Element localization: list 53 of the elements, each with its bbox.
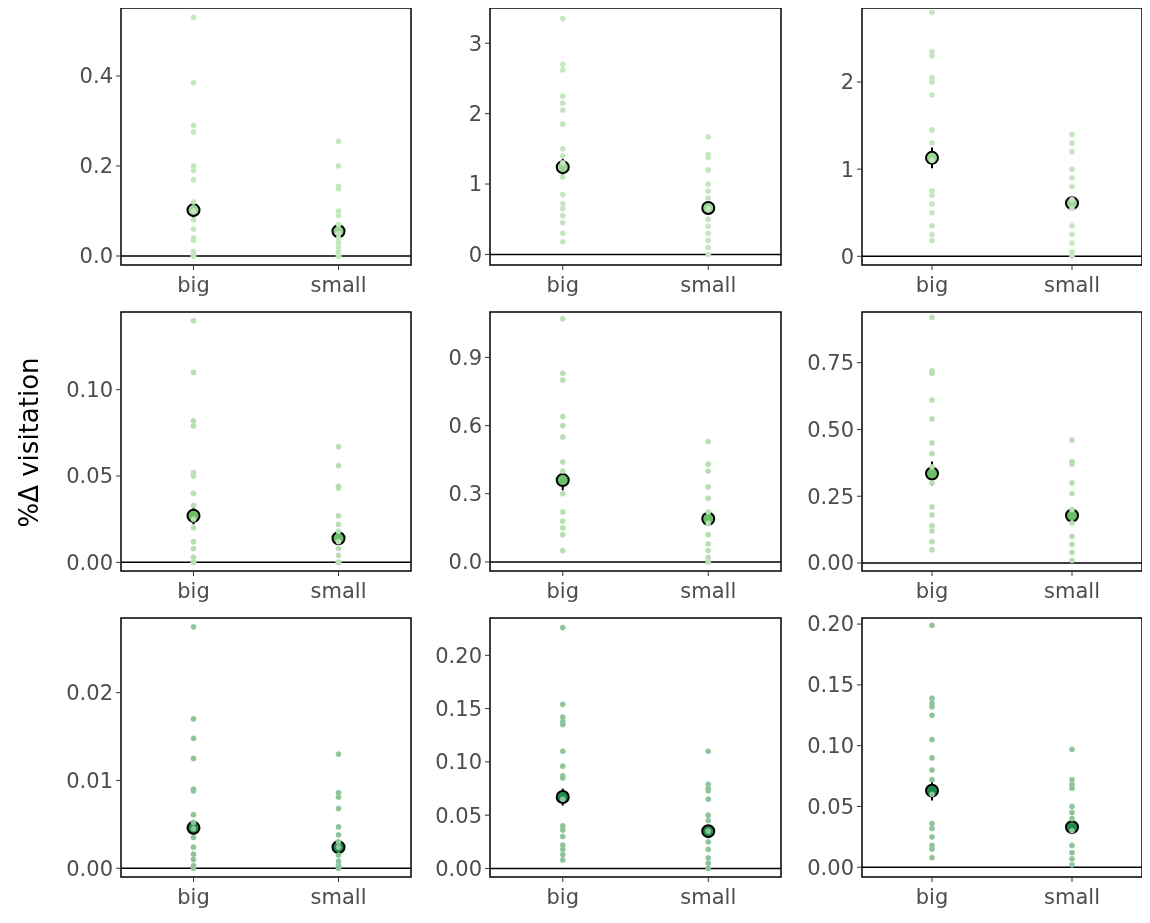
x-tick-label: small (680, 273, 737, 297)
x-tick-label: small (310, 273, 367, 297)
y-tick-label: 0.9 (448, 345, 482, 370)
y-tick-label: 0.05 (807, 794, 854, 819)
y-tick-label: 0.20 (435, 643, 482, 668)
y-tick-label: 0.00 (435, 856, 482, 881)
x-tick-label: big (915, 273, 949, 297)
y-tick-label: 1 (468, 172, 482, 197)
x-tick-label: big (915, 885, 949, 909)
x-tick-label: small (1044, 579, 1100, 603)
y-axis-title: %Δ visitation (14, 357, 44, 528)
y-tick-label: 0.6 (448, 413, 482, 438)
x-tick-label: small (310, 579, 367, 603)
y-tick-label: 0.75 (807, 351, 854, 376)
y-tick-label: 0.0 (79, 244, 113, 269)
y-tick-label: 0.3 (448, 482, 482, 507)
y-tick-label: 0.50 (807, 417, 854, 442)
x-tick-label: big (177, 885, 210, 909)
x-tick-label: big (177, 273, 210, 297)
y-tick-label: 0.00 (66, 550, 113, 575)
x-tick-label: big (915, 579, 949, 603)
y-tick-label: 0.01 (66, 768, 113, 793)
y-tick-label: 3 (468, 31, 482, 56)
y-tick-label: 0.10 (435, 750, 482, 775)
x-tick-label: small (1044, 273, 1100, 297)
y-tick-label: 0.2 (79, 154, 113, 179)
y-tick-label: 2 (840, 70, 854, 95)
x-tick-label: big (177, 579, 210, 603)
y-tick-label: 0.05 (435, 803, 482, 828)
y-tick-label: 0.02 (66, 680, 113, 705)
y-tick-label: 0.10 (807, 734, 854, 759)
y-tick-label: 0 (840, 244, 854, 269)
x-tick-label: small (680, 885, 737, 909)
y-tick-label: 0.20 (807, 612, 854, 637)
y-tick-label: 2 (468, 101, 482, 126)
x-tick-label: small (680, 579, 737, 603)
y-tick-label: 0.00 (807, 855, 854, 880)
y-tick-label: 0.00 (807, 551, 854, 576)
y-tick-label: 0.15 (435, 696, 482, 721)
x-tick-label: big (546, 579, 579, 603)
y-tick-label: 0.10 (66, 378, 113, 403)
x-tick-label: big (546, 273, 579, 297)
y-tick-label: 0 (468, 242, 482, 267)
x-tick-label: big (546, 885, 579, 909)
x-tick-label: small (310, 885, 367, 909)
x-tick-label: small (1044, 885, 1100, 909)
y-tick-label: 0.0 (448, 550, 482, 575)
y-tick-label: 0.4 (79, 64, 113, 89)
y-tick-label: 0.25 (807, 484, 854, 509)
y-tick-label: 0.00 (66, 856, 113, 881)
y-tick-label: 0.15 (807, 673, 854, 698)
y-tick-label: 0.05 (66, 464, 113, 489)
y-tick-label: 1 (840, 157, 854, 182)
